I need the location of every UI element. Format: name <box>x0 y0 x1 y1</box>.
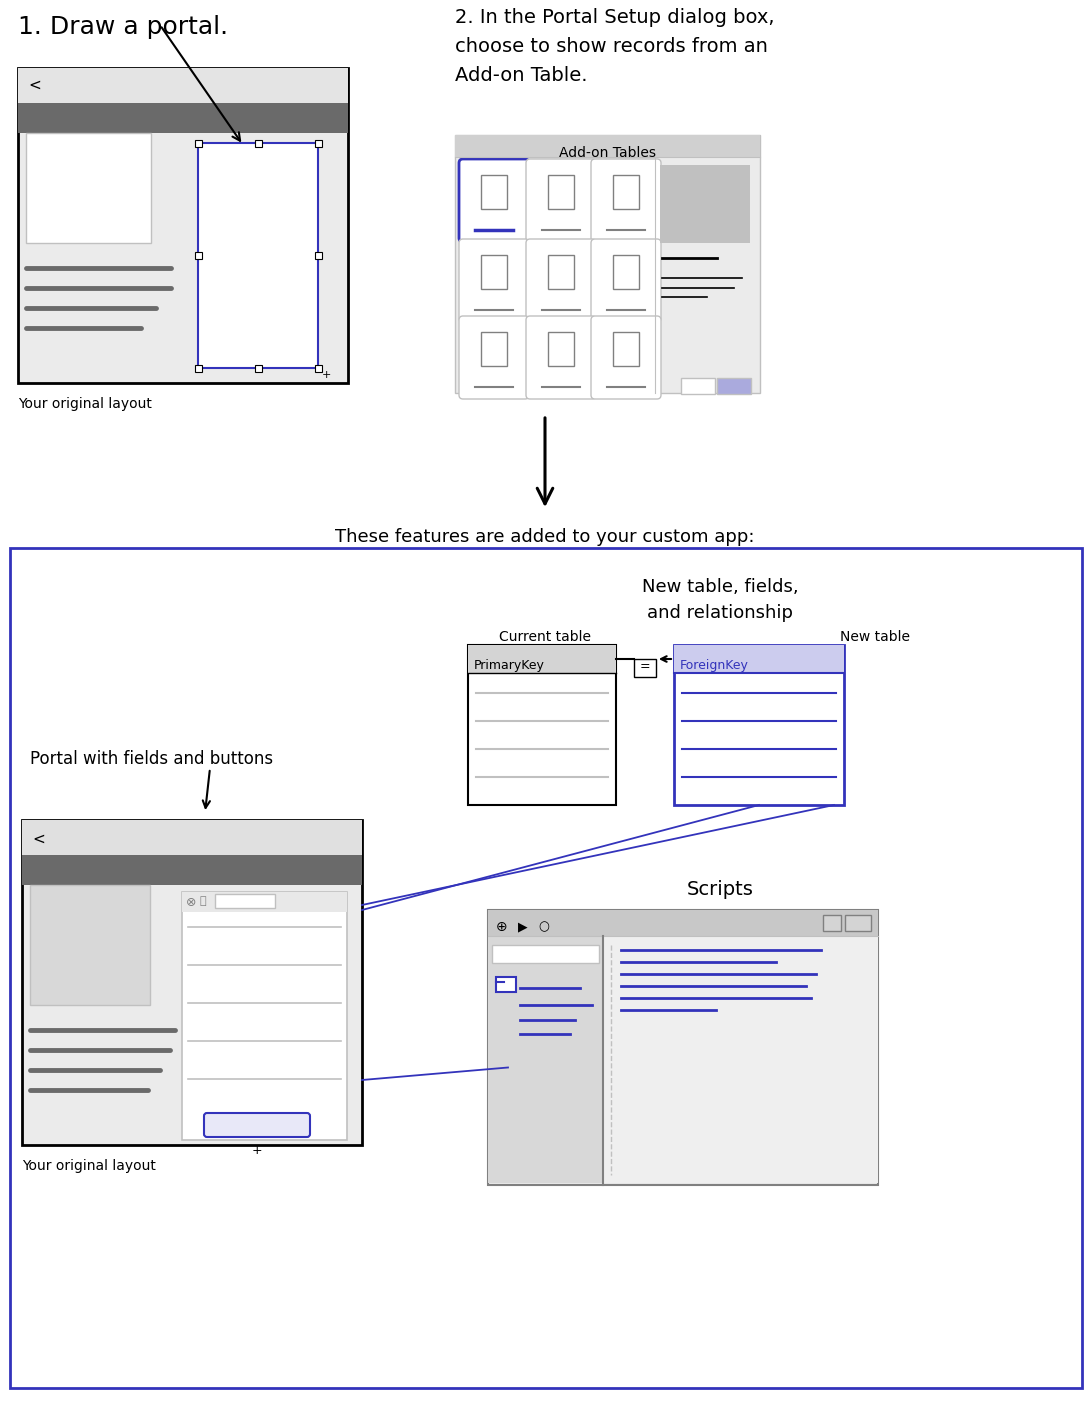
FancyBboxPatch shape <box>19 103 348 133</box>
FancyBboxPatch shape <box>591 239 661 322</box>
FancyBboxPatch shape <box>526 239 596 322</box>
FancyBboxPatch shape <box>254 364 262 371</box>
FancyBboxPatch shape <box>194 364 202 371</box>
FancyBboxPatch shape <box>681 378 715 393</box>
FancyBboxPatch shape <box>455 135 760 393</box>
FancyBboxPatch shape <box>488 910 879 936</box>
FancyBboxPatch shape <box>634 659 656 677</box>
FancyBboxPatch shape <box>315 139 322 146</box>
FancyBboxPatch shape <box>254 139 262 146</box>
FancyBboxPatch shape <box>22 856 362 885</box>
FancyBboxPatch shape <box>603 936 879 1183</box>
FancyBboxPatch shape <box>468 645 616 673</box>
FancyBboxPatch shape <box>19 67 348 384</box>
Text: ⊕: ⊕ <box>496 920 508 934</box>
FancyBboxPatch shape <box>526 316 596 399</box>
Text: Your original layout: Your original layout <box>19 398 152 412</box>
Text: +: + <box>322 370 331 379</box>
FancyBboxPatch shape <box>10 548 1082 1388</box>
Text: <: < <box>28 79 40 93</box>
Text: +: + <box>252 1144 263 1156</box>
Text: Current table: Current table <box>499 629 591 643</box>
FancyBboxPatch shape <box>717 378 751 393</box>
Text: <: < <box>32 832 45 847</box>
Text: =: = <box>640 660 651 673</box>
FancyBboxPatch shape <box>22 821 362 856</box>
FancyBboxPatch shape <box>674 645 844 673</box>
Text: 1. Draw a portal.: 1. Draw a portal. <box>19 15 228 39</box>
FancyBboxPatch shape <box>182 892 347 1139</box>
Text: 📎: 📎 <box>199 896 207 906</box>
FancyBboxPatch shape <box>674 645 844 805</box>
FancyBboxPatch shape <box>315 251 322 259</box>
FancyBboxPatch shape <box>19 67 348 103</box>
FancyBboxPatch shape <box>496 976 516 992</box>
FancyBboxPatch shape <box>548 254 574 289</box>
FancyBboxPatch shape <box>481 332 507 365</box>
FancyBboxPatch shape <box>591 159 661 242</box>
FancyBboxPatch shape <box>31 885 150 1005</box>
FancyBboxPatch shape <box>26 133 152 243</box>
Text: Portal with fields and buttons: Portal with fields and buttons <box>31 750 274 769</box>
FancyBboxPatch shape <box>492 946 600 962</box>
FancyBboxPatch shape <box>459 159 529 242</box>
Text: Add-on Tables: Add-on Tables <box>559 146 656 160</box>
Text: New table, fields,
and relationship: New table, fields, and relationship <box>642 577 798 622</box>
Text: New table: New table <box>840 629 910 643</box>
FancyBboxPatch shape <box>459 316 529 399</box>
FancyBboxPatch shape <box>459 239 529 322</box>
FancyBboxPatch shape <box>591 316 661 399</box>
FancyBboxPatch shape <box>613 254 639 289</box>
FancyBboxPatch shape <box>215 894 275 908</box>
FancyBboxPatch shape <box>315 364 322 371</box>
FancyBboxPatch shape <box>613 332 639 365</box>
FancyBboxPatch shape <box>204 1113 310 1137</box>
FancyBboxPatch shape <box>468 645 616 805</box>
FancyBboxPatch shape <box>22 821 362 1145</box>
FancyBboxPatch shape <box>194 251 202 259</box>
FancyBboxPatch shape <box>548 176 574 209</box>
Text: These features are added to your custom app:: These features are added to your custom … <box>336 528 754 547</box>
Text: PrimaryKey: PrimaryKey <box>474 659 545 672</box>
Text: Your original layout: Your original layout <box>22 1159 156 1173</box>
FancyBboxPatch shape <box>481 254 507 289</box>
FancyBboxPatch shape <box>198 143 318 368</box>
FancyBboxPatch shape <box>526 159 596 242</box>
FancyBboxPatch shape <box>488 910 879 1184</box>
Text: 2. In the Portal Setup dialog box,
choose to show records from an
Add-on Table.: 2. In the Portal Setup dialog box, choos… <box>455 8 775 84</box>
FancyBboxPatch shape <box>661 164 750 243</box>
FancyBboxPatch shape <box>481 176 507 209</box>
FancyBboxPatch shape <box>845 915 871 932</box>
FancyBboxPatch shape <box>194 139 202 146</box>
FancyBboxPatch shape <box>613 176 639 209</box>
FancyBboxPatch shape <box>823 915 841 932</box>
FancyBboxPatch shape <box>182 892 347 912</box>
FancyBboxPatch shape <box>548 332 574 365</box>
Text: ForeignKey: ForeignKey <box>680 659 749 672</box>
Text: ○: ○ <box>538 920 549 933</box>
FancyBboxPatch shape <box>488 936 603 1183</box>
Text: ⊗: ⊗ <box>186 896 196 909</box>
FancyBboxPatch shape <box>455 135 760 157</box>
Text: Scripts: Scripts <box>687 880 753 899</box>
Text: ▶: ▶ <box>518 920 528 933</box>
